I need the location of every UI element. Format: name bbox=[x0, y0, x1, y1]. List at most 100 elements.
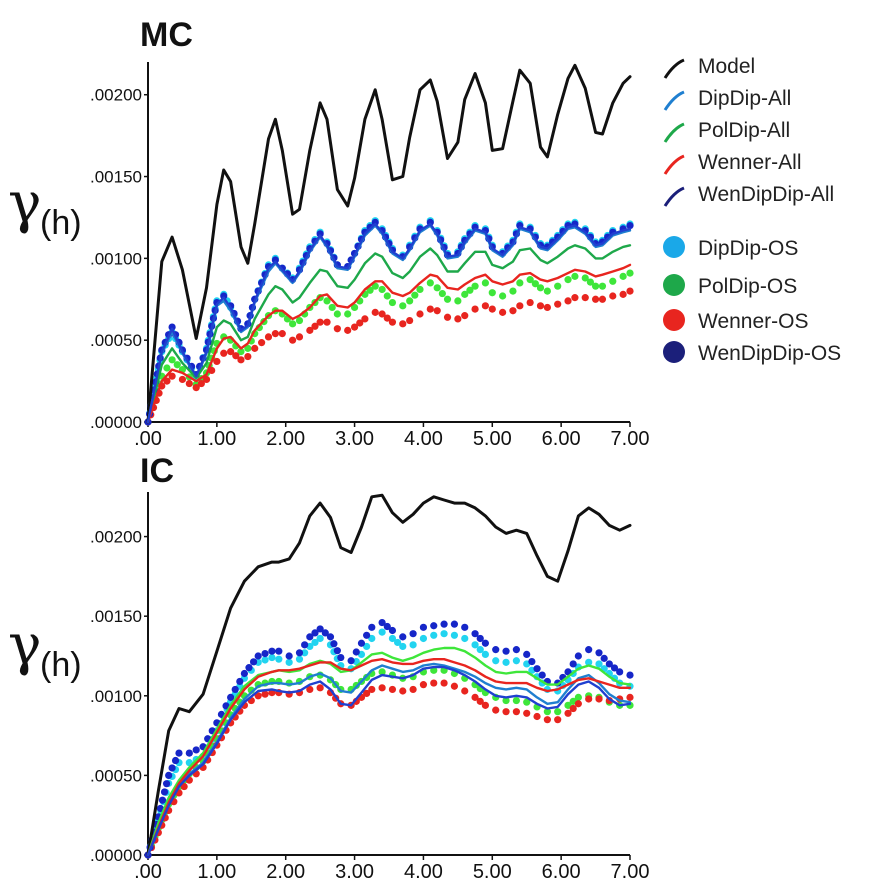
data-point bbox=[581, 294, 589, 302]
data-point bbox=[543, 716, 551, 724]
data-point bbox=[538, 671, 546, 679]
data-point bbox=[227, 348, 235, 356]
data-point bbox=[438, 289, 446, 298]
data-point bbox=[378, 618, 386, 627]
data-point bbox=[554, 300, 562, 308]
data-point bbox=[564, 668, 572, 676]
data-point bbox=[165, 771, 173, 779]
data-point bbox=[523, 650, 531, 658]
data-point bbox=[301, 641, 309, 649]
data-point bbox=[600, 654, 608, 662]
data-point bbox=[409, 630, 417, 638]
data-point bbox=[399, 687, 407, 695]
data-point bbox=[323, 318, 331, 326]
series-line-poldip-all bbox=[146, 244, 632, 424]
data-point bbox=[316, 634, 324, 643]
data-point bbox=[440, 679, 448, 687]
data-point bbox=[371, 308, 379, 316]
y-tick-label: .00050 bbox=[90, 766, 142, 785]
data-point bbox=[419, 623, 428, 631]
data-point bbox=[311, 638, 319, 647]
x-tick-label: 2.00 bbox=[266, 861, 305, 880]
legend-item-poldip-os: PolDip-OS bbox=[663, 274, 797, 298]
legend-swatch-line bbox=[663, 58, 685, 79]
data-point bbox=[268, 647, 276, 655]
data-point bbox=[488, 305, 496, 313]
data-point bbox=[430, 679, 438, 687]
data-point bbox=[275, 647, 283, 655]
data-point bbox=[333, 647, 341, 655]
data-point bbox=[512, 696, 520, 705]
data-point bbox=[271, 330, 279, 338]
data-point bbox=[406, 297, 414, 305]
data-point bbox=[585, 695, 593, 703]
legend-label: DipDip-All bbox=[698, 87, 791, 110]
data-point bbox=[512, 708, 520, 716]
legend-item-dipdip-os: DipDip-OS bbox=[663, 236, 798, 260]
data-point bbox=[619, 272, 627, 280]
data-point bbox=[430, 622, 438, 630]
data-point bbox=[502, 647, 510, 655]
data-point bbox=[222, 702, 230, 710]
legend-swatch-dot bbox=[663, 274, 685, 296]
plot-area bbox=[144, 63, 634, 426]
legend-item-wendipdip-all: WenDipDip-All bbox=[663, 183, 834, 207]
data-point bbox=[275, 655, 283, 663]
data-point bbox=[378, 285, 386, 294]
data-point bbox=[585, 658, 593, 666]
data-point bbox=[543, 708, 551, 716]
data-point bbox=[430, 631, 438, 639]
legend: Model DipDip-All PolDip-All Wenner-All W… bbox=[663, 55, 841, 365]
legend-item-wenner-os: Wenner-OS bbox=[663, 309, 809, 333]
data-point bbox=[440, 630, 448, 638]
data-point bbox=[536, 302, 545, 310]
data-point bbox=[168, 356, 176, 364]
data-point bbox=[316, 318, 324, 326]
x-tick-label: 1.00 bbox=[197, 861, 236, 880]
legend-label: Wenner-All bbox=[698, 151, 801, 174]
data-point bbox=[416, 310, 424, 318]
x-tick-label: .00 bbox=[134, 428, 162, 450]
data-point bbox=[574, 700, 582, 708]
panel-title-mc: MC bbox=[140, 16, 193, 54]
data-point bbox=[461, 312, 469, 320]
data-point bbox=[301, 649, 309, 657]
data-point bbox=[585, 646, 593, 654]
data-point bbox=[371, 282, 379, 290]
data-point bbox=[264, 333, 273, 341]
data-point bbox=[440, 620, 448, 628]
series-poldip-os bbox=[144, 666, 634, 859]
data-point bbox=[197, 379, 205, 388]
data-point bbox=[481, 701, 489, 709]
x-tick-label: 5.00 bbox=[473, 861, 512, 880]
data-point bbox=[466, 286, 474, 294]
data-point bbox=[471, 693, 479, 701]
data-point bbox=[163, 364, 171, 372]
data-point bbox=[471, 282, 479, 290]
y-tick-label: .00150 bbox=[90, 168, 142, 187]
data-point bbox=[168, 323, 176, 331]
data-point bbox=[533, 712, 541, 721]
data-point bbox=[609, 277, 617, 285]
legend-label: PolDip-All bbox=[698, 119, 790, 142]
data-point bbox=[213, 357, 221, 366]
data-point bbox=[450, 620, 459, 628]
data-point bbox=[311, 322, 319, 330]
data-point bbox=[363, 689, 371, 698]
data-point bbox=[536, 284, 545, 292]
data-point bbox=[220, 349, 228, 357]
data-point bbox=[461, 687, 469, 695]
data-point bbox=[626, 287, 634, 295]
x-tick-label: 3.00 bbox=[335, 861, 374, 880]
data-point bbox=[574, 652, 582, 660]
data-point bbox=[605, 660, 613, 668]
data-point bbox=[569, 704, 577, 713]
data-point bbox=[192, 384, 200, 392]
data-point bbox=[321, 629, 329, 637]
data-point bbox=[268, 653, 276, 662]
data-point bbox=[488, 289, 496, 297]
data-point bbox=[185, 379, 193, 388]
y-axis-gamma-subscript: (h) bbox=[40, 204, 82, 242]
data-point bbox=[366, 286, 374, 294]
data-point bbox=[378, 684, 386, 692]
